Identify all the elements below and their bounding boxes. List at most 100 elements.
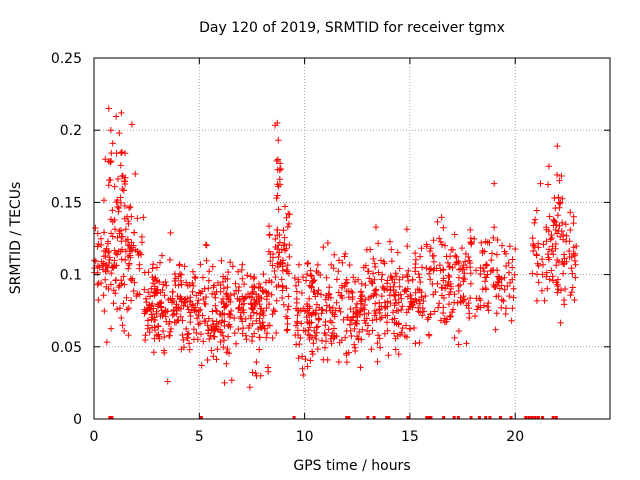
data-point: [112, 276, 120, 284]
data-point: [463, 340, 470, 347]
data-point: [441, 285, 449, 292]
data-point: [505, 259, 512, 267]
data-point: [326, 284, 333, 291]
data-point: [120, 327, 128, 335]
data-point: [398, 329, 405, 336]
data-point: [274, 263, 282, 271]
data-point: [396, 283, 403, 290]
data-point: [273, 194, 280, 202]
data-point: [239, 261, 246, 268]
data-point: [263, 304, 270, 312]
data-point: [463, 264, 471, 271]
data-point: [265, 300, 273, 308]
data-point: [425, 331, 433, 338]
data-point: [161, 292, 168, 299]
data-point: [549, 277, 557, 284]
data-point: [369, 317, 376, 324]
data-point: [504, 282, 511, 290]
data-point: [466, 259, 474, 267]
data-point: [155, 323, 162, 330]
data-point: [213, 307, 221, 315]
data-point: [284, 268, 291, 275]
data-point: [258, 324, 265, 332]
data-point: [114, 234, 121, 241]
data-point: [405, 277, 412, 285]
data-point: [264, 364, 272, 371]
data-point: [130, 287, 137, 295]
data-point: [121, 281, 128, 288]
data-point: [206, 335, 213, 343]
data-point: [153, 331, 161, 339]
data-point: [335, 289, 342, 296]
data-point: [551, 218, 559, 226]
data-point: [255, 292, 262, 300]
data-point: [201, 300, 208, 307]
data-point: [320, 243, 327, 251]
data-point: [119, 185, 126, 193]
data-point: [204, 356, 211, 364]
data-point: [225, 322, 232, 330]
data-point: [482, 262, 490, 269]
data-point: [378, 303, 385, 310]
data-point: [533, 207, 541, 214]
data-point: [276, 160, 284, 167]
data-point: [482, 286, 490, 293]
data-point: [392, 269, 399, 277]
data-point: [227, 307, 235, 315]
data-point: [348, 332, 355, 340]
data-point: [151, 335, 158, 342]
data-point: [418, 245, 425, 252]
data-point: [301, 308, 309, 315]
data-point: [314, 345, 322, 353]
data-point: [381, 304, 389, 312]
zero-value-marker: [477, 416, 481, 419]
data-point: [371, 300, 379, 307]
data-point: [414, 285, 422, 293]
data-point: [266, 231, 273, 238]
data-point: [540, 241, 547, 248]
data-point: [378, 276, 385, 283]
data-point: [247, 314, 255, 322]
data-point: [262, 279, 270, 286]
data-point: [379, 271, 386, 278]
data-point: [490, 180, 498, 187]
data-point: [217, 338, 224, 346]
data-point: [169, 288, 177, 296]
data-point: [114, 203, 121, 211]
data-point: [545, 246, 553, 253]
data-point: [138, 239, 146, 246]
data-point: [386, 283, 394, 291]
data-point: [142, 295, 150, 302]
data-point: [374, 240, 382, 247]
data-point: [426, 247, 434, 255]
data-point: [115, 283, 123, 291]
data-point: [272, 329, 280, 337]
data-point: [272, 235, 279, 243]
data-point: [109, 218, 116, 225]
data-point: [150, 349, 158, 356]
data-point: [274, 166, 281, 173]
data-point: [232, 287, 240, 294]
data-point: [324, 239, 332, 247]
data-point: [130, 242, 137, 249]
data-point: [127, 245, 134, 253]
data-point: [198, 362, 205, 369]
data-point: [294, 312, 301, 319]
data-point: [315, 286, 322, 294]
data-point: [354, 313, 361, 320]
data-point: [569, 270, 576, 277]
data-point: [200, 338, 207, 345]
data-point: [110, 287, 117, 294]
data-point: [430, 291, 437, 298]
data-point: [267, 258, 274, 265]
data-point: [550, 251, 557, 258]
data-point: [94, 230, 101, 237]
data-point: [386, 238, 394, 245]
data-point: [170, 307, 177, 315]
data-point: [208, 290, 216, 297]
data-point: [239, 293, 246, 300]
data-point: [318, 337, 326, 344]
data-point: [315, 315, 322, 323]
data-point: [327, 294, 335, 302]
data-point: [416, 253, 424, 260]
